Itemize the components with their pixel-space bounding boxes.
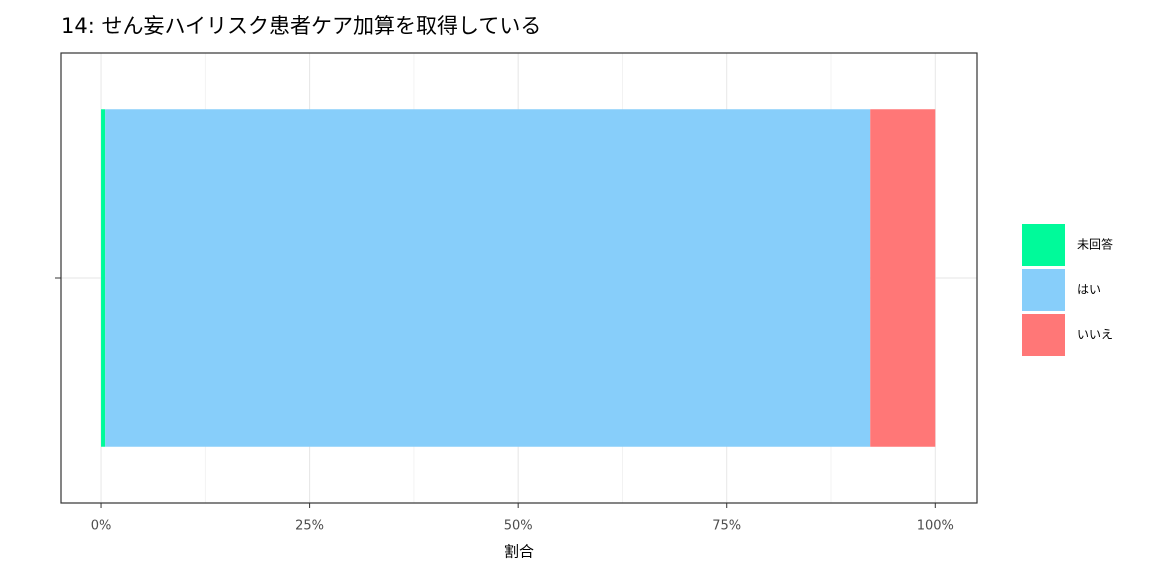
bar-segment bbox=[105, 109, 871, 447]
x-tick-label: 75% bbox=[712, 519, 741, 534]
legend-key bbox=[1022, 224, 1065, 266]
panel-border bbox=[60, 52, 978, 504]
x-tick-label: 0% bbox=[91, 519, 112, 534]
legend-key bbox=[1022, 314, 1065, 356]
bar-segment bbox=[870, 109, 936, 447]
x-tick-label: 50% bbox=[504, 519, 533, 534]
x-tick-label: 25% bbox=[295, 519, 324, 534]
legend-label: はい bbox=[1077, 283, 1101, 297]
chart-title: 14: せん妄ハイリスク患者ケア加算を取得している bbox=[61, 14, 541, 38]
legend-key bbox=[1022, 269, 1065, 311]
x-tick-label: 100% bbox=[917, 519, 954, 534]
bar-segment bbox=[101, 109, 106, 447]
legend-label: 未回答 bbox=[1077, 237, 1113, 252]
x-axis-label: 割合 bbox=[504, 543, 534, 561]
legend-label: いいえ bbox=[1077, 328, 1113, 342]
